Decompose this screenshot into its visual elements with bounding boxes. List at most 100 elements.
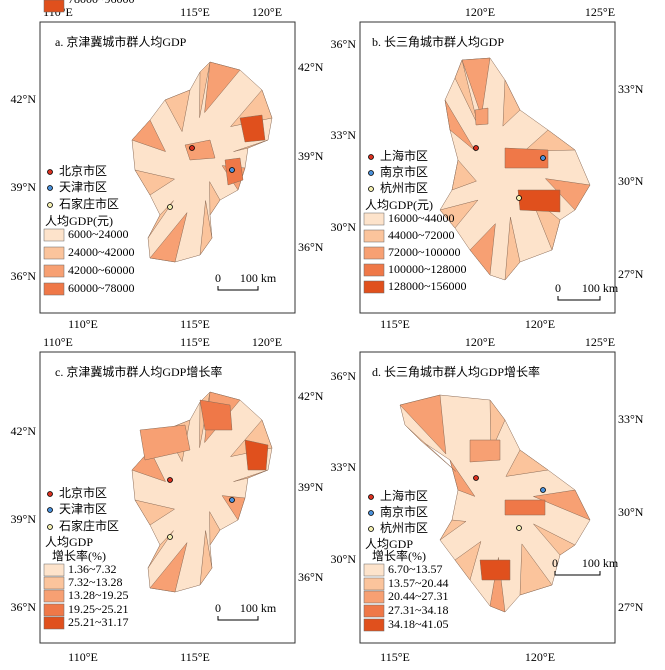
lat-label: 36°N <box>11 269 37 283</box>
legend-label: 13.28~19.25 <box>68 588 129 602</box>
panel-frame <box>39 21 296 314</box>
legend-label: 杭州市区 <box>380 180 428 195</box>
legend-title: 人均GDP <box>45 535 93 549</box>
city-point <box>229 167 235 173</box>
legend-label: 100000~128000 <box>388 262 467 276</box>
scale-label: 100 km <box>240 271 277 285</box>
region <box>204 61 241 114</box>
scale-bar <box>217 286 259 291</box>
legend-symbol <box>47 507 53 513</box>
legend-title: 增长率(%) <box>372 548 426 563</box>
region <box>134 169 176 196</box>
lon-label: 115°E <box>380 650 410 664</box>
legend-label: 44000~72000 <box>388 228 455 242</box>
lon-label: 115°E <box>380 317 410 331</box>
legend-label: 19.25~25.21 <box>68 602 129 616</box>
legend-label: 上海市区 <box>380 488 428 503</box>
lat-label: 27°N <box>618 600 644 614</box>
region <box>131 119 167 153</box>
legend-swatch <box>43 616 65 630</box>
lon-label: 120°E <box>525 650 555 664</box>
region <box>532 489 591 521</box>
map-panel: a. 京津冀城市群人均GDP110°E115°E120°E110°E115°E4… <box>11 0 324 331</box>
region <box>164 89 191 133</box>
lat-label: 30°N <box>331 552 357 566</box>
lon-label: 120°E <box>252 5 282 19</box>
legend-title: 增长率(%) <box>52 548 106 563</box>
region <box>131 61 273 263</box>
region <box>533 523 576 556</box>
legend-label: 6.70~13.57 <box>388 562 443 576</box>
panel-frame <box>359 351 616 644</box>
region <box>519 543 553 596</box>
lon-label: 125°E <box>585 5 615 19</box>
city-point <box>473 475 479 481</box>
lat-label: 42°N <box>11 424 37 438</box>
legend-symbol <box>47 202 53 208</box>
lat-label: 36°N <box>11 600 37 614</box>
region <box>233 139 269 152</box>
panel-title: b. 长三角城市群人均GDP <box>372 34 504 49</box>
region <box>147 200 174 239</box>
region <box>474 107 489 126</box>
lon-label: 115°E <box>180 335 210 349</box>
region <box>149 212 188 263</box>
region <box>489 399 506 452</box>
region <box>199 399 233 431</box>
lat-label: 33°N <box>618 412 644 426</box>
legend-swatch <box>363 563 385 577</box>
lat-label: 36°N <box>331 369 357 383</box>
lon-label: 120°E <box>252 335 282 349</box>
region <box>209 181 221 216</box>
region <box>404 424 457 472</box>
region <box>451 159 477 191</box>
region <box>149 542 188 593</box>
region <box>233 469 269 482</box>
lon-label: 120°E <box>465 5 495 19</box>
legend-label: 24000~42000 <box>68 245 135 259</box>
lat-label: 33°N <box>331 128 357 142</box>
scale-label: 100 km <box>582 556 619 570</box>
region <box>199 200 213 256</box>
lon-label: 110°E <box>43 335 73 349</box>
legend-swatch <box>363 577 385 591</box>
city-point <box>473 145 479 151</box>
legend-swatch <box>43 576 65 590</box>
legend-swatch <box>43 246 65 260</box>
legend-swatch <box>363 246 385 260</box>
lon-label: 110°E <box>68 317 98 331</box>
map-panel: c. 京津冀城市群人均GDP增长率 110°E 115°E 120°E 110°E 115… <box>11 335 324 664</box>
city-point <box>516 525 522 531</box>
legend-swatch <box>43 0 65 13</box>
lat-label: 30°N <box>331 220 357 234</box>
panel-frame <box>359 21 616 314</box>
lat-label: 36°N <box>298 570 324 584</box>
legend-symbol <box>368 526 374 532</box>
legend-label: 72000~100000 <box>388 245 461 259</box>
region <box>479 559 511 581</box>
lon-label: 115°E <box>180 317 210 331</box>
scale-bar <box>217 616 259 621</box>
region <box>147 530 174 569</box>
region <box>461 57 491 117</box>
city-point <box>229 497 235 503</box>
city-point <box>540 155 546 161</box>
panel-title: c. 京津冀城市群人均GDP增长率 <box>55 364 222 379</box>
lat-label: 42°N <box>298 60 324 74</box>
legend-swatch <box>43 603 65 617</box>
city-point <box>167 204 173 210</box>
legend-symbol <box>368 494 374 500</box>
region <box>221 495 246 521</box>
region <box>131 449 167 483</box>
legend-label: 石家庄市区 <box>59 518 119 533</box>
legend-label: 杭州市区 <box>380 520 428 535</box>
legend-swatch <box>363 618 385 632</box>
city-point <box>167 534 173 540</box>
lon-label: 115°E <box>180 5 210 19</box>
lon-label: 120°E <box>525 317 555 331</box>
legend-label: 13.57~20.44 <box>388 576 449 590</box>
region <box>469 222 496 276</box>
lon-label: 115°E <box>180 650 210 664</box>
lat-label: 39°N <box>11 512 37 526</box>
region <box>454 59 479 126</box>
